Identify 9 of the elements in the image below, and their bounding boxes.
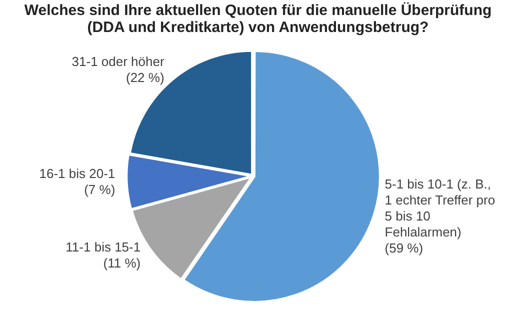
- data-label: (7 %): [84, 182, 116, 198]
- data-label: (22 %): [126, 70, 164, 85]
- slice-label: 31-1 oder höher: [72, 54, 165, 69]
- chart-title: Welches sind Ihre aktuellen Quoten für die manuelle Überprüfung (DDA und Kreditkarte) von Anwendungsbetrug?: [23, 1, 493, 36]
- data-label: (11 %): [103, 256, 141, 271]
- slice-label: 5-1 bis 10-1 (z. B., 1 echter Treffer pro 5 bis 10 Fehlalarmen): [384, 176, 496, 240]
- data-label: (59 %): [384, 240, 424, 256]
- slice-label: 11-1 bis 15-1: [66, 240, 141, 255]
- slice-label: 16-1 bis 20-1: [39, 166, 116, 182]
